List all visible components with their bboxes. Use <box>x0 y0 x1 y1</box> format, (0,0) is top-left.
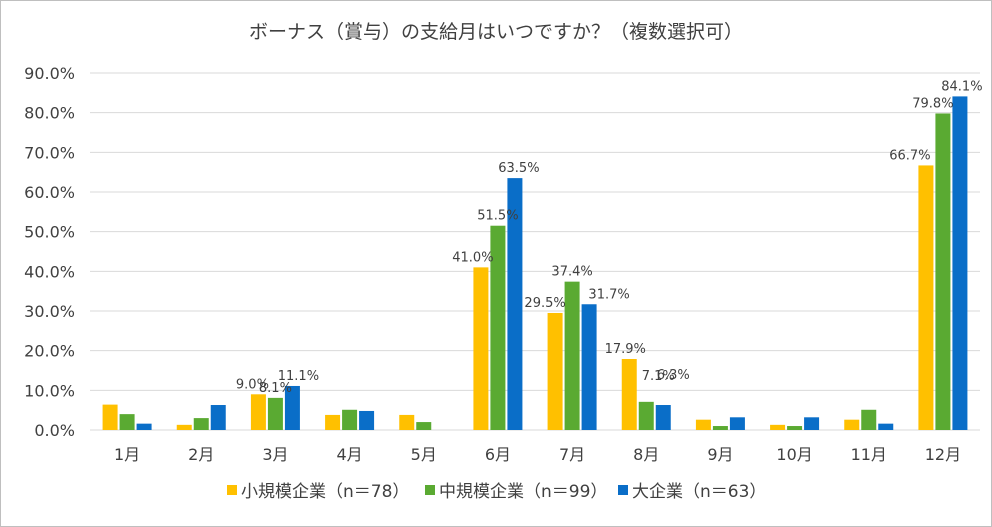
y-tick-label: 70.0% <box>24 143 75 162</box>
data-label: 51.5% <box>477 209 518 224</box>
y-tick-label: 10.0% <box>24 381 75 400</box>
legend-swatch <box>618 485 628 495</box>
x-tick-label: 11月 <box>851 445 887 464</box>
bar <box>119 414 135 430</box>
bar <box>210 405 226 430</box>
bar <box>638 401 654 430</box>
y-tick-label: 60.0% <box>24 183 75 202</box>
bar <box>770 424 786 430</box>
x-tick-label: 10月 <box>776 445 812 464</box>
legend: 小規模企業（n＝78） 中規模企業（n＝99） 大企業（n＝63） <box>227 482 766 502</box>
x-tick-label: 12月 <box>925 445 961 464</box>
bar <box>804 417 820 430</box>
data-label: 17.9% <box>605 342 646 357</box>
data-label: 63.5% <box>498 161 539 176</box>
bar <box>325 414 341 430</box>
data-label: 7.1% <box>642 369 675 384</box>
x-tick-label: 9月 <box>707 445 733 464</box>
data-label: 6.3% <box>657 368 690 383</box>
data-label: 66.7% <box>889 148 930 163</box>
x-tick-label: 8月 <box>633 445 659 464</box>
x-tick-label: 6月 <box>485 445 511 464</box>
bar <box>787 426 803 430</box>
bar <box>712 426 728 430</box>
bar <box>581 304 597 430</box>
x-tick-label: 4月 <box>336 445 362 464</box>
x-axis: 1月 2月 3月 4月 5月 6月 7月 8月 9月 10月 11月 12月 <box>114 445 961 464</box>
y-tick-label: 20.0% <box>24 342 75 361</box>
data-label: 11.1% <box>278 369 319 384</box>
bar <box>359 410 375 430</box>
bar <box>547 312 563 430</box>
bar <box>695 419 711 430</box>
bar <box>564 281 580 430</box>
bar <box>136 423 152 430</box>
y-tick-label: 0.0% <box>34 421 75 440</box>
bar <box>193 418 209 430</box>
bar <box>918 165 934 430</box>
y-tick-label: 30.0% <box>24 302 75 321</box>
y-tick-label: 40.0% <box>24 262 75 281</box>
bar <box>655 405 671 430</box>
data-label: 41.0% <box>452 250 493 265</box>
legend-label: 大企業（n＝63） <box>632 482 766 502</box>
bar <box>342 409 358 430</box>
data-label: 8.1% <box>259 381 292 396</box>
x-tick-label: 1月 <box>114 445 140 464</box>
data-labels: 9.0%8.1%11.1% 41.0% 51.5% 63.5% 29.5% 37.4% 31… <box>236 79 983 395</box>
bar <box>284 385 300 430</box>
x-tick-label: 5月 <box>411 445 437 464</box>
bar <box>844 419 860 430</box>
y-tick-label: 90.0% <box>24 64 75 83</box>
y-tick-label: 50.0% <box>24 223 75 242</box>
x-tick-label: 3月 <box>262 445 288 464</box>
bar <box>176 424 192 430</box>
bar <box>399 414 415 430</box>
data-label: 79.8% <box>912 96 953 111</box>
legend-label: 中規模企業（n＝99） <box>439 482 607 502</box>
legend-label: 小規模企業（n＝78） <box>241 482 409 502</box>
bar <box>102 404 118 430</box>
bar <box>267 397 283 430</box>
bar <box>473 267 489 430</box>
bar <box>490 225 506 430</box>
data-label: 31.7% <box>588 287 629 302</box>
y-tick-label: 80.0% <box>24 104 75 123</box>
y-axis: 0.0% 10.0% 20.0% 30.0% 40.0% 50.0% 60.0% 70.0% 8… <box>24 64 75 440</box>
legend-swatch <box>425 485 435 495</box>
x-tick-label: 2月 <box>188 445 214 464</box>
legend-swatch <box>227 485 237 495</box>
bar-series <box>102 96 968 431</box>
bar <box>416 422 432 430</box>
bar <box>729 417 745 430</box>
x-tick-label: 7月 <box>559 445 585 464</box>
data-label: 84.1% <box>941 79 982 94</box>
bar <box>621 358 637 430</box>
bar <box>861 409 877 430</box>
bar <box>952 96 968 431</box>
data-label: 29.5% <box>524 296 565 311</box>
data-label: 9.0% <box>236 377 269 392</box>
bar <box>935 113 951 431</box>
bar <box>250 394 266 430</box>
bar <box>878 423 894 430</box>
data-label: 37.4% <box>551 265 592 280</box>
bar <box>507 178 523 430</box>
gridlines <box>90 72 980 431</box>
chart-title: ボーナス（賞与）の支給月はいつですか？（複数選択可） <box>249 21 743 43</box>
